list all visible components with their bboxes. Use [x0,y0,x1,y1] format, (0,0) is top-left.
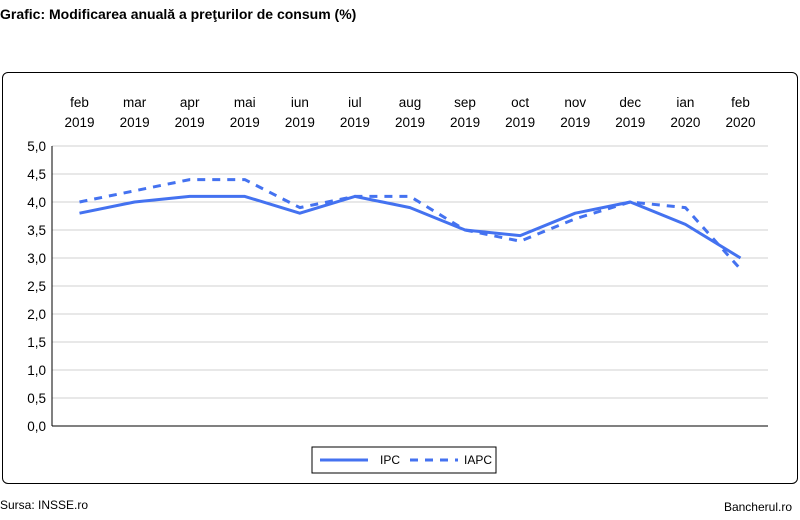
x-tick-label-month: feb [70,95,89,110]
x-tick-label-month: apr [180,95,200,110]
x-tick-label-year: 2019 [505,115,535,130]
x-tick-label-year: 2019 [560,115,590,130]
source-note: Sursa: INSSE.ro [0,498,89,512]
y-tick-label: 4,5 [27,167,46,182]
series-line-ipc [79,194,742,260]
y-tick-label: 5,0 [27,139,46,154]
x-tick-label-month: feb [731,95,750,110]
x-tick-label-month: sep [454,95,476,110]
x-axis-ticks: feb 2019 mar 2019 apr 2019 mai 2019 iun 2019 iul 20… [65,95,756,130]
x-tick-label-year: 2020 [725,115,755,130]
y-tick-label: 1,5 [27,335,46,350]
x-tick-label-month: iul [348,95,362,110]
y-tick-label: 1,0 [27,363,46,378]
chart-title: Grafic: Modificarea anuală a preţurilor … [0,6,357,22]
x-tick-label-year: 2019 [450,115,480,130]
series-lines [79,178,742,271]
y-tick-label: 0,0 [27,419,46,434]
y-tick-label: 2,0 [27,307,46,322]
x-tick-label-year: 2019 [175,115,205,130]
x-tick-label-month: ian [676,95,694,110]
chart-frame [2,72,798,484]
x-tick-label-year: 2019 [615,115,645,130]
x-tick-label-month: dec [619,95,641,110]
x-tick-label-month: iun [291,95,309,110]
brand-watermark: Bancherul.ro [723,500,792,514]
x-tick-label-year: 2019 [395,115,425,130]
y-tick-label: 4,0 [27,195,46,210]
legend: IPC IAPC [311,446,497,474]
y-tick-label: 3,5 [27,223,46,238]
x-tick-label-year: 2019 [120,115,150,130]
x-tick-label-month: oct [511,95,529,110]
y-axis-ticks: 0,0 0,5 1,0 1,5 2,0 2,5 3,0 3,5 4,0 4,5 5,0 [27,139,46,434]
gridlines [51,145,768,427]
legend-label-iapc: IAPC [464,453,492,467]
x-tick-label-month: mai [234,95,256,110]
y-tick-label: 2,5 [27,279,46,294]
x-tick-label-month: nov [564,95,586,110]
x-tick-label-year: 2019 [230,115,260,130]
y-tick-label: 3,0 [27,251,46,266]
x-tick-label-year: 2019 [285,115,315,130]
y-tick-label: 0,5 [27,391,46,406]
x-tick-label-year: 2019 [65,115,95,130]
series-line-iapc [79,178,742,271]
x-tick-label-month: mar [123,95,147,110]
x-tick-label-year: 2020 [670,115,700,130]
legend-label-ipc: IPC [380,453,400,467]
x-tick-label-year: 2019 [340,115,370,130]
x-tick-label-month: aug [399,95,422,110]
line-chart: 0,0 0,5 1,0 1,5 2,0 2,5 3,0 3,5 4,0 4,5 5,0 feb 201… [27,95,768,474]
